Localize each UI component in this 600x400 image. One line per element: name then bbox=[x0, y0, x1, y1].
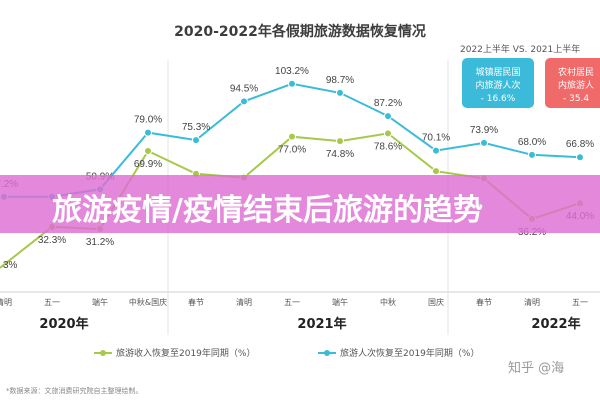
x-tick-label: 中秋 bbox=[380, 297, 396, 307]
data-label: 31.2% bbox=[86, 237, 114, 248]
compare-box-urban-line-1: 城镇居民国 bbox=[475, 66, 520, 78]
data-label: 78.6% bbox=[374, 141, 402, 152]
legend: 旅游收入恢复至2019年同期（%） 旅游人次恢复至2019年同期（%） bbox=[94, 347, 479, 359]
x-tick-label: 五一 bbox=[284, 298, 300, 307]
data-label: 68.0% bbox=[518, 137, 546, 148]
data-point bbox=[480, 138, 488, 147]
data-point bbox=[288, 79, 296, 88]
period-label: 2020年 bbox=[39, 316, 88, 332]
data-point bbox=[240, 97, 248, 106]
data-label: 70.1% bbox=[422, 133, 450, 144]
data-label: 103.2% bbox=[275, 66, 309, 77]
x-tick-label: 中秋&国庆 bbox=[129, 297, 167, 307]
data-label: 77.0% bbox=[278, 145, 306, 156]
data-point bbox=[576, 153, 584, 162]
watermark: 知乎 @海 bbox=[508, 360, 564, 376]
compare-box-rural-line-2: 内旅游人 bbox=[558, 79, 594, 91]
data-label: 32.3% bbox=[38, 235, 66, 246]
x-tick-label: 春节 bbox=[476, 297, 492, 307]
compare-box-rural: 农村居民 内旅游人 - 35.4 bbox=[545, 58, 600, 108]
data-label: 87.2% bbox=[374, 98, 402, 109]
x-tick-label: 端午 bbox=[92, 297, 108, 307]
data-point bbox=[528, 150, 536, 159]
x-tick-label: 端午 bbox=[332, 297, 348, 307]
x-tick-label: 清明 bbox=[236, 297, 252, 307]
x-tick-label: 春节 bbox=[188, 297, 204, 307]
data-label: 79.0% bbox=[134, 115, 162, 126]
legend-label-visits: 旅游人次恢复至2019年同期（%） bbox=[340, 347, 479, 359]
data-point bbox=[144, 128, 152, 137]
legend-item-visits: 旅游人次恢复至2019年同期（%） bbox=[318, 347, 479, 359]
compare-box-urban-line-2: 内旅游人次 bbox=[475, 79, 520, 91]
data-point bbox=[288, 132, 296, 141]
compare-header: 2022上半年 VS. 2021上半年 bbox=[460, 43, 580, 55]
data-label: 94.5% bbox=[230, 83, 258, 94]
period-label: 2021年 bbox=[297, 316, 346, 332]
legend-item-revenue: 旅游收入恢复至2019年同期（%） bbox=[94, 347, 255, 359]
data-point bbox=[336, 88, 344, 97]
chart-title: 2020-2022年各假期旅游数据恢复情况 bbox=[174, 23, 426, 40]
data-point bbox=[432, 167, 440, 176]
compare-box-urban-line-3: - 16.6% bbox=[481, 94, 516, 104]
banner: 旅游疫情/疫情结束后旅游的趋势 bbox=[0, 175, 600, 233]
data-label: 3% bbox=[3, 260, 18, 271]
x-tick-label: 五一 bbox=[572, 298, 588, 307]
data-point bbox=[432, 146, 440, 155]
x-tick-label: 国庆 bbox=[428, 297, 444, 307]
data-label: 98.7% bbox=[326, 75, 354, 86]
x-tick-label: 五一 bbox=[44, 298, 60, 307]
data-point bbox=[192, 136, 200, 145]
compare-box-urban: 城镇居民国 内旅游人次 - 16.6% bbox=[462, 58, 534, 108]
chart-marks: 清明 五一 端午 中秋&国庆 春节 清明 五一 端午 中秋 国庆 春节 清明 五一 2020年 2021年 2… bbox=[0, 66, 594, 332]
banner-title: 旅游疫情/疫情结束后旅游的趋势 bbox=[52, 193, 483, 228]
data-label: 66.8% bbox=[566, 139, 594, 150]
data-point bbox=[336, 137, 344, 146]
data-label: 73.9% bbox=[470, 125, 498, 136]
source-note: *数据来源：文旅消费研究院自主整理绘制。 bbox=[6, 386, 143, 395]
x-tick-label: 清明 bbox=[0, 297, 12, 307]
data-point bbox=[384, 112, 392, 121]
period-label: 2022年 bbox=[531, 316, 580, 332]
legend-label-revenue: 旅游收入恢复至2019年同期（%） bbox=[116, 347, 255, 359]
compare-box-rural-line-1: 农村居民 bbox=[558, 66, 594, 78]
data-point bbox=[384, 129, 392, 138]
x-tick-label: 清明 bbox=[524, 297, 540, 307]
data-label: 69.9% bbox=[134, 159, 162, 170]
compare-box-rural-line-3: - 35.4 bbox=[563, 94, 589, 104]
data-point bbox=[144, 146, 152, 155]
data-label: 75.3% bbox=[182, 122, 210, 133]
data-label: 74.8% bbox=[326, 149, 354, 160]
